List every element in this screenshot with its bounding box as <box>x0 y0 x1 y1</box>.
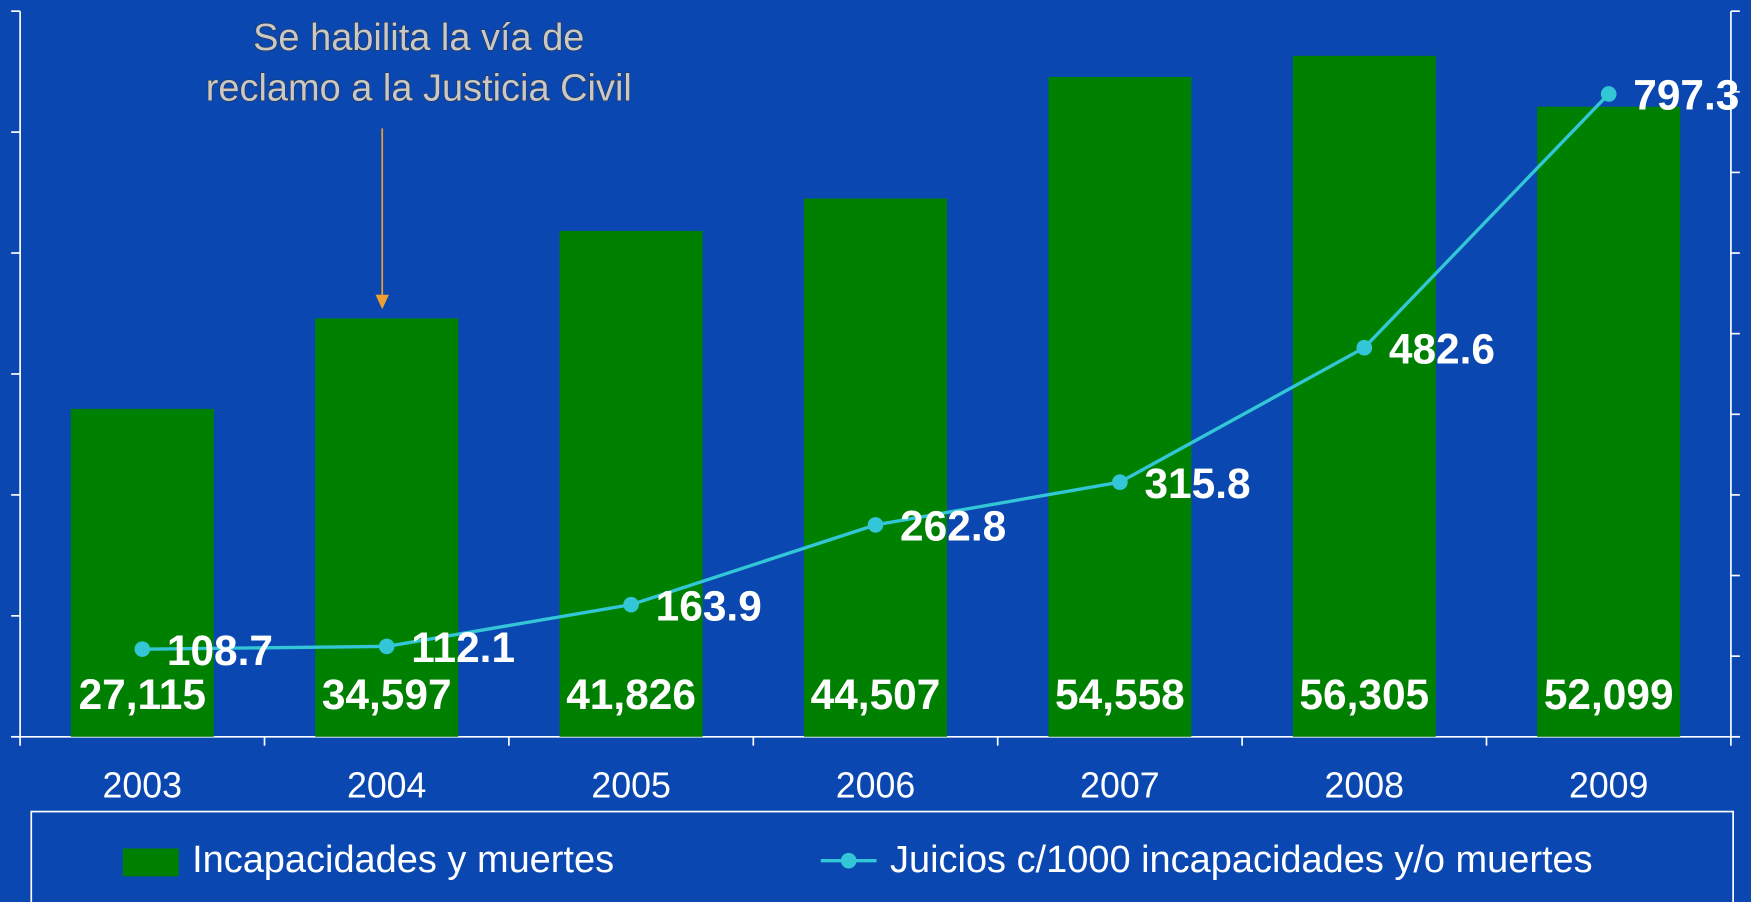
line-point <box>867 517 884 533</box>
legend-swatch <box>122 848 179 877</box>
line-point <box>1356 339 1373 356</box>
bar-value-label: 34,597 <box>322 671 452 718</box>
bar-value-label: 41,826 <box>566 671 696 718</box>
x-tick-label: 2009 <box>1569 766 1648 806</box>
bar <box>315 318 459 737</box>
x-tick-label: 2006 <box>836 766 915 806</box>
line-value-label: 482.6 <box>1389 325 1495 372</box>
legend-swatch-point <box>840 852 857 869</box>
annotation-arrowhead <box>375 294 389 310</box>
line-value-label: 112.1 <box>411 624 515 671</box>
bar-value-label: 52,099 <box>1544 671 1674 718</box>
line-point <box>134 641 151 657</box>
line-value-label: 797.3 <box>1633 72 1739 119</box>
line-value-label: 262.8 <box>900 503 1006 550</box>
bar <box>1537 106 1681 737</box>
line-value-label: 108.7 <box>167 627 273 674</box>
annotation-text: reclamo a la Justicia Civil <box>206 67 632 109</box>
x-tick-label: 2007 <box>1080 766 1159 806</box>
line-point <box>378 638 395 655</box>
x-tick-label: 2004 <box>347 766 426 806</box>
bar-value-label: 56,305 <box>1299 671 1429 718</box>
legend-label: Incapacidades y muertes <box>192 839 614 881</box>
bar <box>1048 76 1192 737</box>
x-tick-label: 2008 <box>1325 766 1404 806</box>
bar-value-label: 27,115 <box>79 671 206 718</box>
line-point <box>1112 474 1128 490</box>
line-value-label: 315.8 <box>1144 460 1250 507</box>
legend-box <box>30 810 1734 902</box>
line-point <box>623 596 639 613</box>
line-value-label: 163.9 <box>656 582 762 629</box>
bar-value-label: 54,558 <box>1055 671 1185 718</box>
bar <box>70 408 214 737</box>
bar-value-label: 44,507 <box>811 671 941 718</box>
bar <box>804 198 947 737</box>
bar <box>1292 55 1436 737</box>
bar <box>559 230 703 737</box>
line-point <box>1600 86 1617 102</box>
legend-label: Juicios c/1000 incapacidades y/o muertes <box>890 839 1593 881</box>
annotation-text: Se habilita la vía de <box>253 17 584 59</box>
x-tick-label: 2005 <box>591 766 670 806</box>
x-tick-label: 2003 <box>103 766 182 806</box>
